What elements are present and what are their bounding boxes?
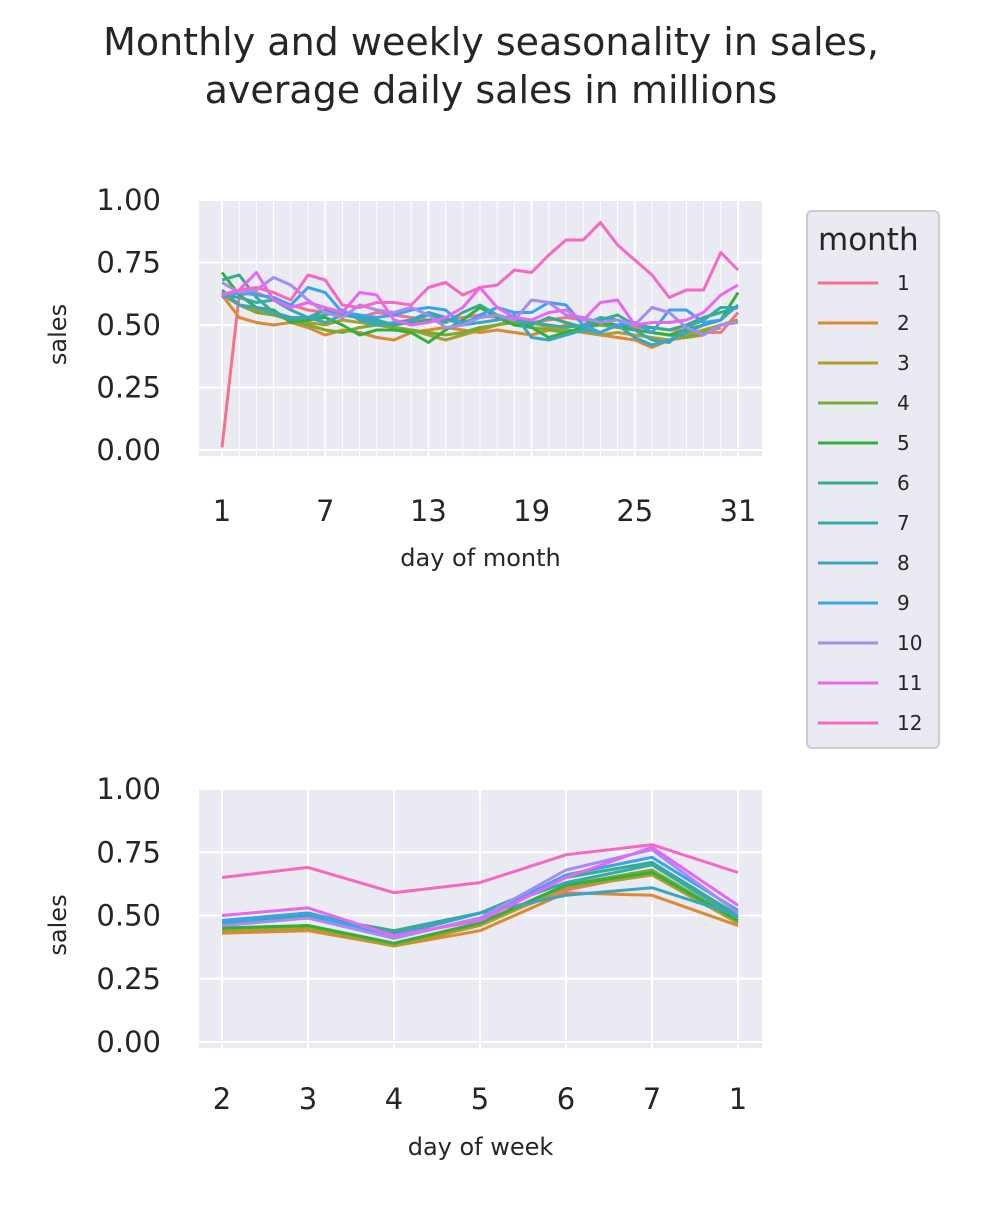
legend-entry-label: 10 — [897, 631, 922, 655]
series-line-month-11 — [221, 845, 739, 938]
x-tick-label: 7 — [316, 494, 334, 528]
y-tick-label: 0.50 — [96, 308, 161, 342]
x-tick-label: 25 — [616, 494, 653, 528]
legend-entry-label: 12 — [897, 711, 922, 735]
legend-entry-label: 7 — [897, 511, 910, 535]
x-axis-label: day of month — [400, 544, 560, 572]
legend-entry-label: 5 — [897, 431, 910, 455]
legend-entry-label: 1 — [897, 271, 910, 295]
legend-entry-label: 3 — [897, 351, 910, 375]
series-line-month-5 — [221, 871, 739, 945]
series-line-month-2 — [220, 294, 704, 349]
x-tick-label: 1 — [729, 1082, 747, 1116]
series-line-month-12 — [221, 843, 739, 895]
x-axis-label: day of week — [408, 1133, 554, 1161]
y-tick-label: 0.50 — [96, 899, 161, 933]
legend-entry-label: 4 — [897, 391, 910, 415]
x-tick-label: 2 — [213, 1082, 231, 1116]
chart-title-line-1: Monthly and weekly seasonality in sales, — [103, 20, 879, 64]
x-tick-label: 31 — [720, 494, 757, 528]
x-tick-label: 13 — [410, 494, 447, 528]
legend-entry-label: 11 — [897, 671, 922, 695]
chart-title-line-2: average daily sales in millions — [204, 68, 778, 112]
x-tick-label: 4 — [385, 1082, 403, 1116]
x-tick-label: 5 — [471, 1082, 489, 1116]
x-tick-label: 19 — [513, 494, 550, 528]
x-tick-label: 7 — [643, 1082, 661, 1116]
legend-entry-label: 2 — [897, 311, 910, 335]
y-tick-label: 0.25 — [96, 962, 161, 996]
y-axis-label: sales — [44, 894, 72, 955]
y-tick-label: 0.25 — [96, 371, 161, 405]
y-tick-label: 0.00 — [96, 1025, 161, 1059]
day-of-week-panel: 0.00 0.25 0.50 0.75 1.00 2 3 4 5 6 7 1 day of week sa… — [44, 772, 762, 1161]
series-line-month-10 — [221, 848, 739, 940]
series-line-month-3 — [221, 293, 739, 342]
x-tick-label: 6 — [557, 1082, 575, 1116]
y-axis-label: sales — [44, 304, 72, 365]
series-line-month-3 — [221, 873, 739, 948]
legend-entry-label: 6 — [897, 471, 910, 495]
day-of-month-panel: 0.00 0.25 0.50 0.75 1.00 1 7 13 19 25 31 day of mon… — [44, 183, 762, 572]
legend-entry-label: 8 — [897, 551, 910, 575]
legend-entry-label: 9 — [897, 591, 910, 615]
y-tick-label: 0.75 — [96, 246, 161, 280]
series-line-month-10 — [221, 276, 739, 337]
x-tick-label: 3 — [299, 1082, 317, 1116]
y-tick-label: 0.75 — [96, 835, 161, 869]
series-line-month-2 — [221, 891, 739, 948]
legend-title: month — [818, 222, 919, 258]
chart-title: Monthly and weekly seasonality in sales,… — [0, 18, 982, 114]
legend-box — [806, 210, 940, 749]
series-line-month-12 — [221, 221, 740, 309]
y-tick-label: 0.00 — [96, 433, 161, 467]
x-tick-label: 1 — [213, 494, 231, 528]
y-tick-label: 1.00 — [96, 772, 161, 806]
y-tick-label: 1.00 — [96, 183, 161, 217]
series-line-month-8 — [221, 288, 739, 347]
